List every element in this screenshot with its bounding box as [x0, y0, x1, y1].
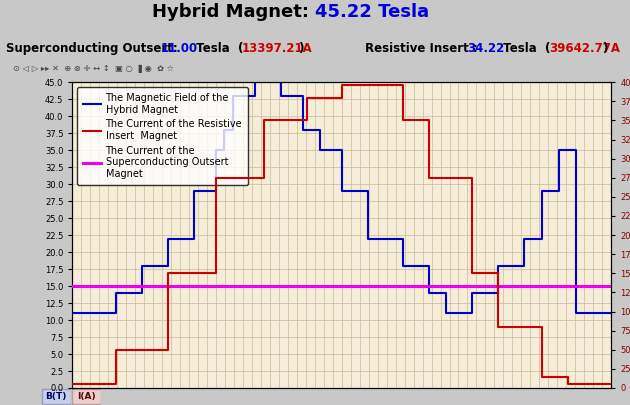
Text: 11.00: 11.00 [161, 42, 198, 55]
Text: ): ) [602, 42, 607, 55]
Text: B(T): B(T) [45, 392, 67, 401]
Text: 34.22: 34.22 [467, 42, 505, 55]
Text: ): ) [295, 42, 304, 55]
FancyBboxPatch shape [72, 389, 101, 404]
Text: Tesla  (: Tesla ( [192, 42, 244, 55]
Text: Resistive Insert :: Resistive Insert : [365, 42, 483, 55]
Text: 13397.21A: 13397.21A [242, 42, 312, 55]
Text: ⊙ ◁ ▷ ▸▸ ✕  ⊕ ⊗ ✛ ↔ ↕  ▣ ○ ▐ ◉  ✿ ☆: ⊙ ◁ ▷ ▸▸ ✕ ⊕ ⊗ ✛ ↔ ↕ ▣ ○ ▐ ◉ ✿ ☆ [13, 64, 174, 73]
Legend: The Magnetic Field of the
Hybrid Magnet, The Current of the Resistive
Insert  Ma: The Magnetic Field of the Hybrid Magnet,… [77, 87, 248, 185]
Text: 45.22 Tesla: 45.22 Tesla [315, 3, 429, 21]
Text: 39642.77A: 39642.77A [549, 42, 620, 55]
Text: Tesla  (: Tesla ( [499, 42, 551, 55]
Text: I(A): I(A) [77, 392, 96, 401]
Text: Hybrid Magnet:: Hybrid Magnet: [152, 3, 315, 21]
Text: Superconducting Outsert:: Superconducting Outsert: [6, 42, 182, 55]
FancyBboxPatch shape [42, 389, 71, 404]
